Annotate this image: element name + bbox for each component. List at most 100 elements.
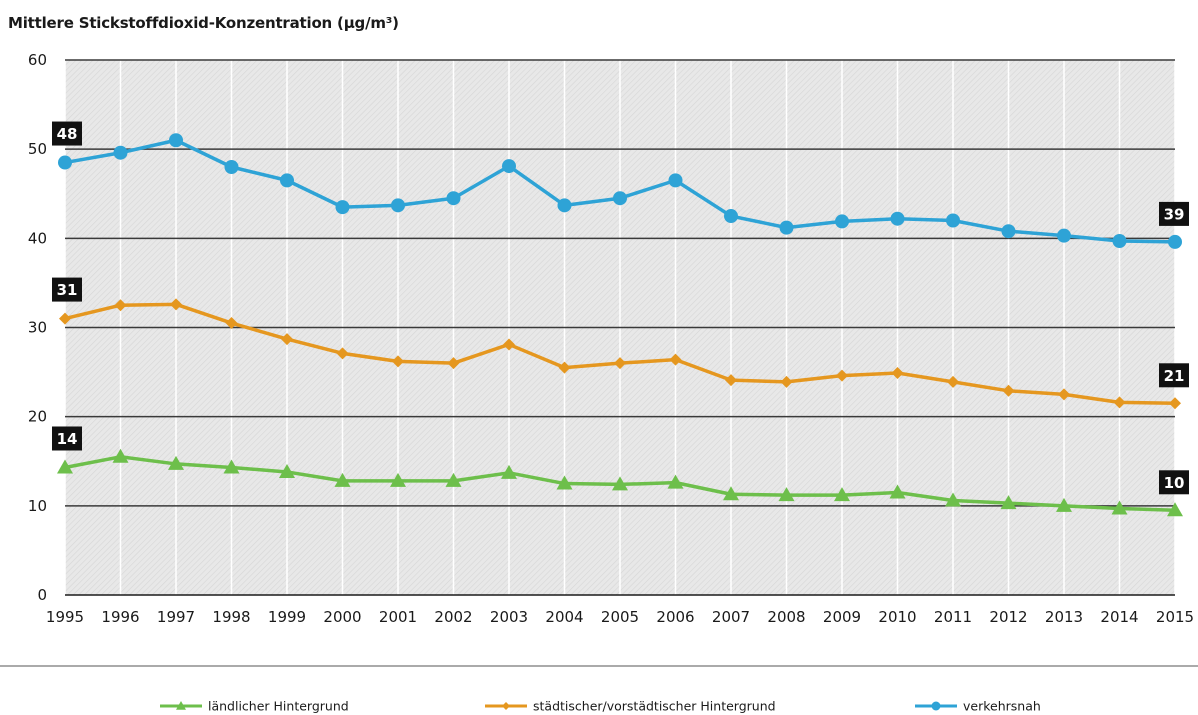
data-point <box>447 357 460 370</box>
x-tick-label: 2006 <box>656 608 694 626</box>
legend-item-1: städtischer/vorstädtischer Hintergrund <box>485 699 776 714</box>
x-tick-label: 2008 <box>767 608 805 626</box>
x-tick-label: 2014 <box>1100 608 1138 626</box>
value-label: 21 <box>1164 367 1185 385</box>
x-tick-label: 2000 <box>323 608 361 626</box>
x-tick-label: 2003 <box>490 608 528 626</box>
data-point <box>667 474 684 489</box>
data-point <box>834 487 850 502</box>
data-point <box>947 375 959 388</box>
chart-title: Mittlere Stickstoffdioxid-Konzentration … <box>8 14 399 32</box>
x-tick-label: 2009 <box>823 608 861 626</box>
data-point <box>1111 500 1128 515</box>
data-point <box>725 374 737 387</box>
y-tick-label: 40 <box>28 229 47 247</box>
data-point <box>335 200 350 215</box>
data-point <box>946 213 960 228</box>
data-point <box>168 455 184 470</box>
data-point <box>445 472 462 487</box>
data-point <box>1056 497 1072 512</box>
data-point <box>224 160 239 174</box>
data-point <box>1058 388 1070 401</box>
legend-label: verkehrsnah <box>963 699 1041 714</box>
data-point <box>1001 224 1016 239</box>
data-point <box>835 214 849 229</box>
data-point <box>170 298 182 311</box>
x-tick-label: 2005 <box>601 608 639 626</box>
data-point <box>280 173 294 188</box>
value-label-box <box>52 426 82 451</box>
data-point <box>1000 495 1017 510</box>
data-point <box>558 361 571 374</box>
value-label-box <box>1159 201 1189 226</box>
x-tick-label: 2001 <box>379 608 417 626</box>
data-point <box>1168 234 1182 249</box>
data-point <box>780 375 793 388</box>
legend-label: ländlicher Hintergrund <box>208 699 349 714</box>
data-point <box>112 448 129 463</box>
data-point <box>57 459 73 474</box>
data-point <box>225 317 238 330</box>
x-tick-label: 2012 <box>989 608 1027 626</box>
data-point <box>890 211 905 226</box>
data-point <box>613 191 627 206</box>
data-point <box>669 353 682 366</box>
data-point <box>169 133 183 148</box>
data-point <box>1002 384 1015 397</box>
value-label: 31 <box>57 281 78 299</box>
value-label: 14 <box>57 430 78 448</box>
x-tick-label: 2002 <box>434 608 472 626</box>
series-lines <box>57 133 1183 517</box>
x-tick-label: 2015 <box>1156 608 1194 626</box>
x-tick-label: 2011 <box>934 608 972 626</box>
legend-swatch-marker <box>176 701 186 710</box>
data-point <box>336 347 349 360</box>
data-point <box>1167 502 1183 517</box>
value-label-box <box>52 121 82 146</box>
series-2 <box>58 133 1182 249</box>
data-point <box>614 357 626 370</box>
value-label-box <box>1159 470 1189 495</box>
legend-swatch-marker <box>931 701 941 711</box>
data-point <box>279 463 295 478</box>
value-label-box <box>52 277 82 302</box>
data-point <box>724 209 738 224</box>
data-point <box>945 492 961 507</box>
legend-item-0: ländlicher Hintergrund <box>160 699 349 714</box>
y-tick-label: 10 <box>28 497 47 515</box>
x-tick-label: 1998 <box>212 608 250 626</box>
end-labels: 14 10 31 21 48 39 <box>52 121 1189 495</box>
value-label-box <box>1159 363 1189 388</box>
y-tick-label: 50 <box>28 140 47 158</box>
data-point <box>59 312 71 325</box>
legend-label: städtischer/vorstädtischer Hintergrund <box>533 699 776 714</box>
data-point <box>1169 397 1181 410</box>
data-point <box>779 220 794 235</box>
y-tick-label: 0 <box>37 586 47 604</box>
series-1 <box>59 298 1181 410</box>
y-tick-label: 60 <box>28 51 47 69</box>
x-tick-label: 1995 <box>46 608 84 626</box>
data-point <box>390 472 406 487</box>
data-point <box>501 464 517 479</box>
data-point <box>334 472 351 487</box>
x-tick-label: 1999 <box>268 608 306 626</box>
legend-swatch-marker <box>502 702 510 710</box>
value-label: 10 <box>1164 474 1185 492</box>
x-axis-ticks: 1995 1996 1997 1998 1999 2000 2001 2002 2003 2004… <box>46 608 1194 626</box>
y-tick-label: 30 <box>28 319 47 337</box>
data-point <box>556 475 573 490</box>
x-tick-label: 2007 <box>712 608 750 626</box>
data-point <box>113 145 128 160</box>
x-tick-label: 1996 <box>101 608 139 626</box>
x-tick-label: 2013 <box>1045 608 1083 626</box>
value-label: 48 <box>57 125 78 143</box>
legend-item-2: verkehrsnah <box>915 699 1041 714</box>
data-point <box>446 191 461 206</box>
data-point <box>114 299 127 312</box>
data-point <box>392 355 404 368</box>
data-point <box>778 487 795 502</box>
x-tick-label: 2004 <box>545 608 583 626</box>
value-label: 39 <box>1164 205 1185 223</box>
